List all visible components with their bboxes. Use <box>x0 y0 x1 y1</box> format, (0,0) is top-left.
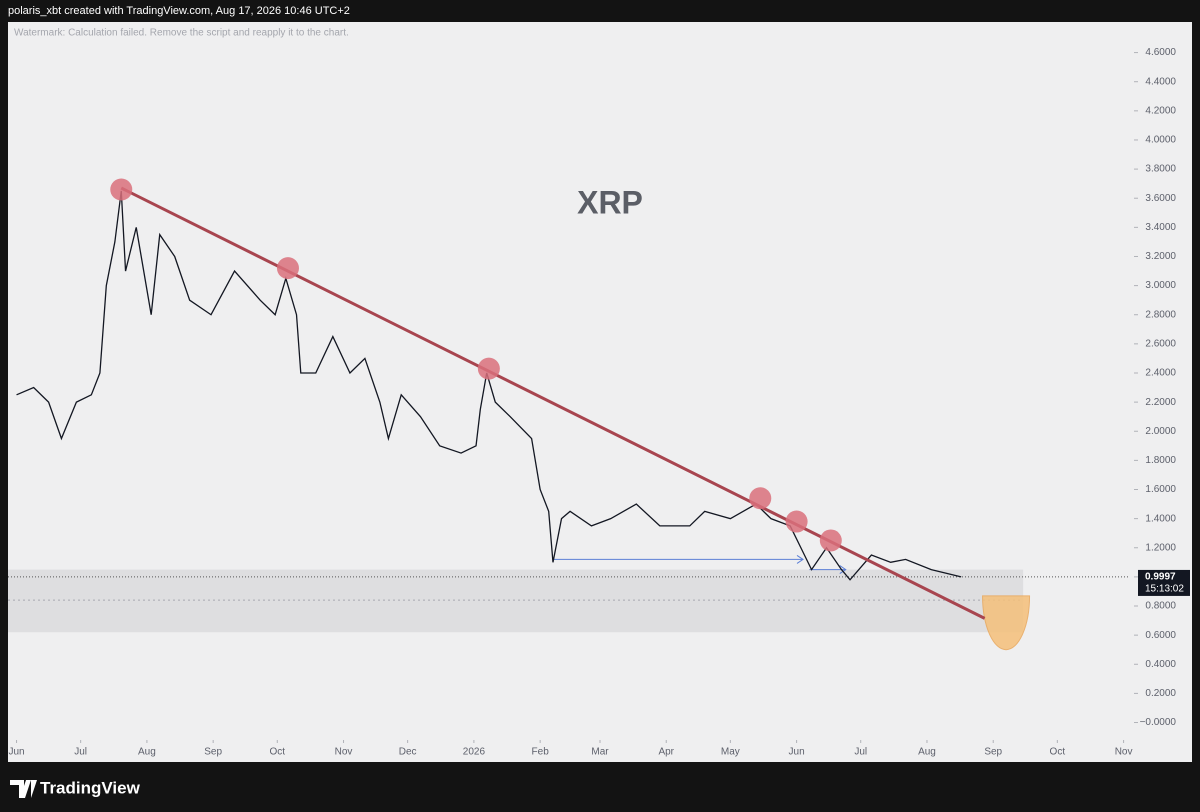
x-tick-label: Aug <box>138 747 156 758</box>
x-tick-label: May <box>721 747 740 758</box>
y-tick-label: −0.0000 <box>1140 717 1177 728</box>
x-tick-label: Aug <box>918 747 936 758</box>
y-tick-label: 3.4000 <box>1145 222 1176 233</box>
x-tick-label: Sep <box>204 747 222 758</box>
y-tick-label: 0.4000 <box>1145 659 1176 670</box>
x-tick-label: Jun <box>8 747 24 758</box>
trendline <box>120 186 986 620</box>
chart-title: XRP <box>577 184 643 220</box>
y-tick-label: 2.2000 <box>1145 397 1176 408</box>
x-tick-label: Jul <box>74 747 87 758</box>
y-tick-label: 0.6000 <box>1145 630 1176 641</box>
touch-point <box>477 357 500 380</box>
x-tick-label: Nov <box>1115 747 1133 758</box>
y-tick-label: 1.2000 <box>1145 542 1176 553</box>
y-tick-label: 3.2000 <box>1145 251 1176 262</box>
x-tick-label: Oct <box>1050 747 1066 758</box>
y-tick-label: 3.8000 <box>1145 164 1176 175</box>
y-tick-label: 2.8000 <box>1145 309 1176 320</box>
x-tick-label: Nov <box>335 747 353 758</box>
chart-panel <box>8 22 1192 762</box>
x-tick-label: Feb <box>532 747 550 758</box>
brand: TradingView <box>40 778 141 797</box>
arrow-head <box>796 554 804 564</box>
plot <box>8 178 1130 650</box>
y-tick-label: 1.8000 <box>1145 455 1176 466</box>
touch-point <box>110 178 133 201</box>
price-label-box <box>1138 569 1190 596</box>
touch-point <box>785 510 808 533</box>
y-tick-label: 3.0000 <box>1145 280 1176 291</box>
x-tick-label: Jul <box>854 747 867 758</box>
x-tick-label: 2026 <box>463 747 486 758</box>
y-tick-label: 1.4000 <box>1145 513 1176 524</box>
y-tick-label: 2.0000 <box>1145 426 1176 437</box>
x-tick-label: Dec <box>399 747 417 758</box>
support-zone <box>8 569 1024 633</box>
current-price: 0.9997 <box>1145 572 1176 583</box>
header-text: polaris_xbt created with TradingView.com… <box>8 5 350 17</box>
x-tick-label: Oct <box>269 747 285 758</box>
y-tick-label: 2.4000 <box>1145 368 1176 379</box>
x-tick-label: Jun <box>789 747 805 758</box>
y-tick-label: 0.2000 <box>1145 688 1176 699</box>
touch-point <box>276 257 299 280</box>
y-tick-label: 0.8000 <box>1145 601 1176 612</box>
y-tick-label: 2.6000 <box>1145 339 1176 350</box>
y-tick-label: 4.2000 <box>1145 105 1176 116</box>
target-zone <box>982 595 1031 650</box>
watermark: Watermark: Calculation failed. Remove th… <box>14 28 349 39</box>
touch-point <box>819 529 842 552</box>
logo-icon <box>10 780 37 798</box>
touch-point <box>749 487 772 510</box>
arrow-head <box>839 565 847 575</box>
y-tick-label: 4.4000 <box>1145 76 1176 87</box>
x-tick-label: Mar <box>591 747 609 758</box>
x-tick-label: Sep <box>984 747 1002 758</box>
countdown: 15:13:02 <box>1145 584 1184 595</box>
x-tick-label: Apr <box>658 747 674 758</box>
y-tick-label: 1.6000 <box>1145 484 1176 495</box>
y-tick-label: 4.6000 <box>1145 47 1176 58</box>
y-tick-label: 4.0000 <box>1145 135 1176 146</box>
price-series <box>16 190 962 581</box>
logo: TradingView <box>10 778 141 798</box>
y-tick-label: 3.6000 <box>1145 193 1176 204</box>
